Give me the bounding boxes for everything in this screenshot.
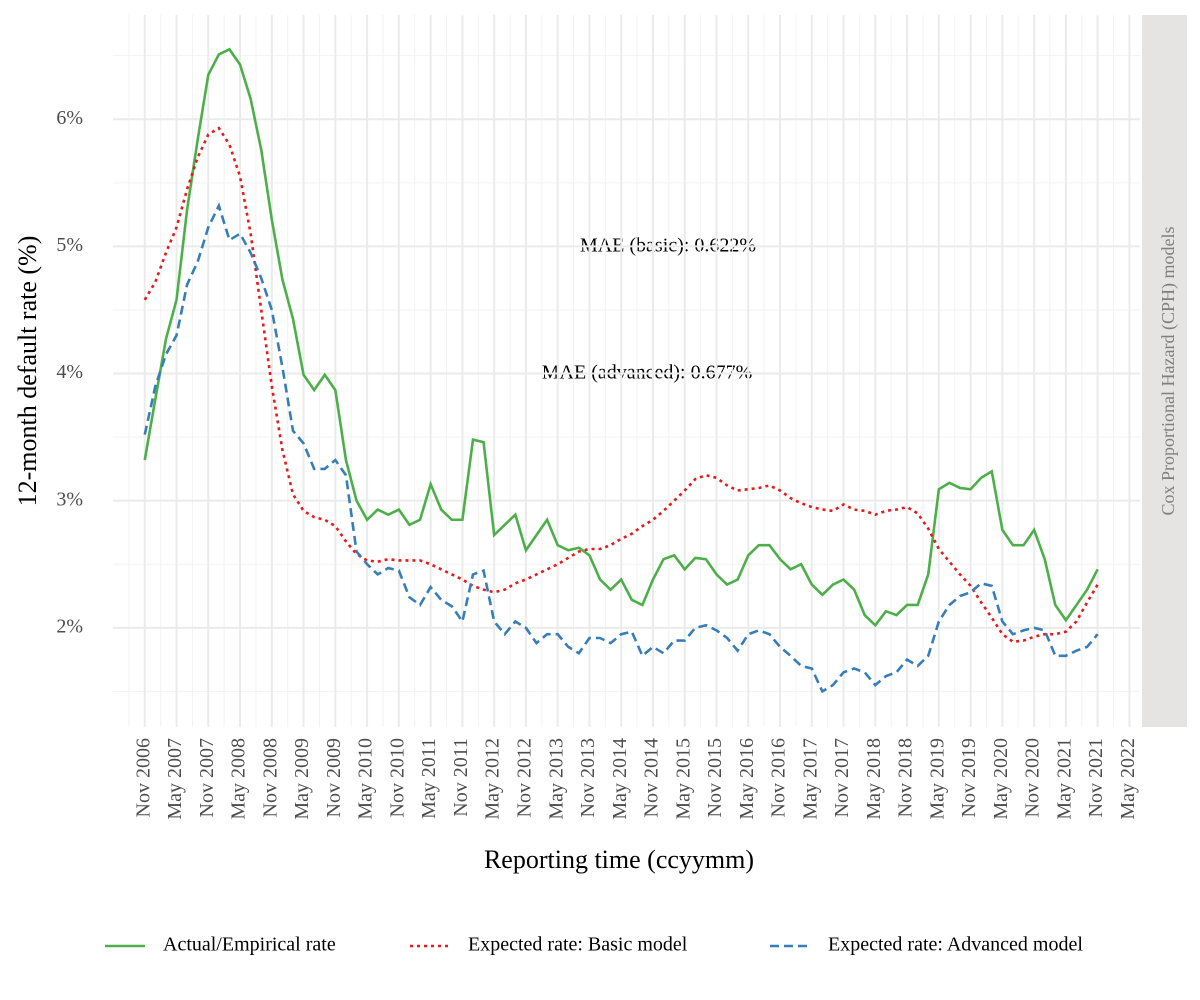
x-tick-label: May 2017	[799, 738, 821, 820]
x-tick-label: May 2007	[164, 738, 186, 820]
legend-label: Expected rate: Advanced model	[828, 934, 1083, 956]
x-tick-label: May 2014	[609, 738, 631, 820]
x-tick-label: May 2012	[482, 738, 504, 820]
x-tick-label: May 2015	[672, 738, 694, 820]
series-line	[143, 47, 1099, 628]
x-tick-label: Nov 2016	[768, 738, 790, 817]
x-tick-label: Nov 2010	[386, 738, 408, 817]
y-tick-label: 3%	[56, 488, 83, 510]
facet-label: Cox Proportional Hazard (CPH) models	[1158, 227, 1179, 516]
x-tick-label: May 2013	[545, 738, 567, 820]
x-tick-label: Nov 2021	[1085, 738, 1107, 817]
x-tick-label: May 2011	[418, 738, 440, 819]
x-tick-label: Nov 2012	[514, 738, 536, 817]
y-tick-label: 6%	[56, 107, 83, 129]
y-tick-label: 4%	[56, 361, 83, 383]
x-tick-label: May 2018	[863, 738, 885, 820]
facet-strip	[1142, 15, 1187, 727]
x-tick-label: May 2019	[926, 738, 948, 820]
series-line	[143, 202, 1099, 694]
x-tick-label: Nov 2019	[958, 738, 980, 817]
x-tick-label: May 2009	[291, 738, 313, 820]
y-tick-label: 2%	[56, 615, 83, 637]
x-tick-label: May 2010	[355, 738, 377, 820]
grid	[113, 15, 1140, 727]
x-tick-label: Nov 2014	[641, 738, 663, 817]
x-tick-label: May 2022	[1117, 738, 1139, 820]
y-tick-label: 5%	[56, 234, 83, 256]
x-tick-label: May 2021	[1053, 738, 1075, 820]
x-tick-label: May 2016	[736, 738, 758, 820]
legend-label: Expected rate: Basic model	[468, 934, 688, 956]
x-tick-label: May 2020	[990, 738, 1012, 820]
x-tick-label: Nov 2018	[895, 738, 917, 817]
x-tick-label: Nov 2006	[132, 738, 154, 817]
x-tick-label: Nov 2020	[1022, 738, 1044, 817]
x-axis-label: Reporting time (ccyymm)	[484, 845, 754, 874]
x-tick-label: Nov 2008	[259, 738, 281, 817]
x-tick-label: Nov 2015	[704, 738, 726, 817]
x-tick-label: Nov 2013	[577, 738, 599, 817]
legend-label: Actual/Empirical rate	[163, 934, 336, 956]
x-tick-label: Nov 2009	[323, 738, 345, 817]
x-tick-label: Nov 2007	[196, 738, 218, 817]
x-tick-label: Nov 2011	[450, 738, 472, 817]
x-tick-label: May 2008	[228, 738, 250, 820]
y-axis-label: 12-month default rate (%)	[13, 236, 42, 507]
x-tick-label: Nov 2017	[831, 738, 853, 817]
